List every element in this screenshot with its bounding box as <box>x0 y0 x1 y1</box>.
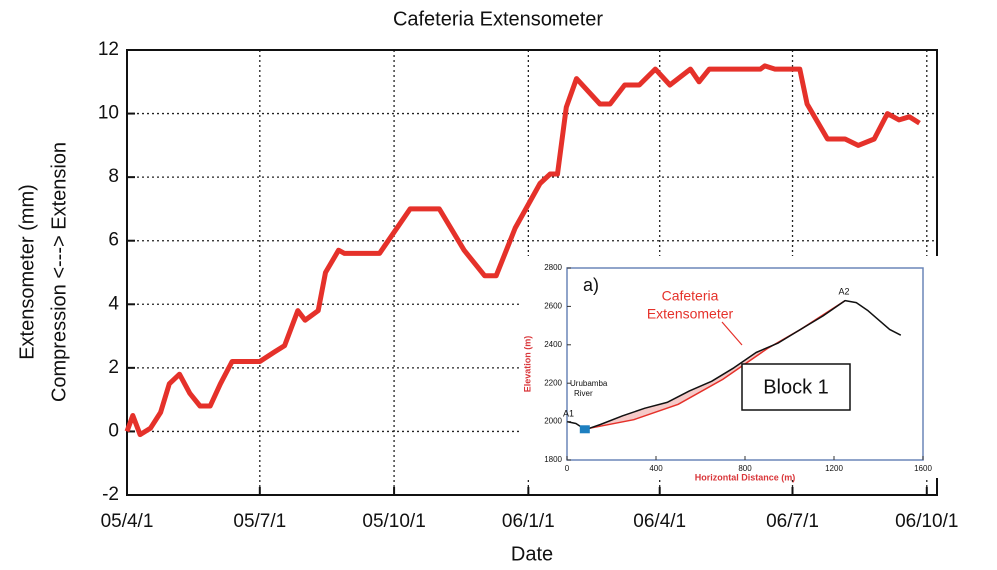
x-tick-label: 05/4/1 <box>101 511 154 532</box>
inset-x-tick-label: 1200 <box>825 464 843 473</box>
inset-y-tick-label: 1800 <box>544 455 562 464</box>
inset-y-label: Elevation (m) <box>522 336 532 393</box>
x-tick-label: 06/10/1 <box>895 511 958 532</box>
inset-x-tick-label: 1600 <box>914 464 932 473</box>
y-tick-label: -2 <box>102 484 119 505</box>
inset-y-tick-label: 2200 <box>544 378 562 387</box>
chart: Cafeteria Extensometer -2 0 2 4 6 8 10 12 05/4/1 0… <box>0 0 997 570</box>
y-tick-label: 0 <box>108 420 119 441</box>
inset-y-tick-label: 2000 <box>544 417 562 426</box>
x-tick-label: 05/7/1 <box>233 511 286 532</box>
y-axis-label: Compression <---> Extension <box>48 142 70 402</box>
annotation: Extensometer <box>647 306 734 322</box>
x-tick-label: 06/7/1 <box>766 511 819 532</box>
river-marker <box>580 425 590 433</box>
inset-y-tick-label: 2400 <box>544 340 562 349</box>
y-tick-label: 2 <box>108 357 119 378</box>
annotation: Block 1 <box>763 376 829 398</box>
inset-x-tick-label: 0 <box>565 464 570 473</box>
y-tick-label: 12 <box>98 39 119 60</box>
x-tick-label: 06/1/1 <box>502 511 555 532</box>
inset-x-tick-label: 400 <box>649 464 663 473</box>
annotation: River <box>574 389 593 398</box>
chart-title: Cafeteria Extensometer <box>393 8 603 30</box>
inset-x-label: Horizontal Distance (m) <box>695 472 796 482</box>
annotation: a) <box>583 275 599 295</box>
x-tick-label: 06/4/1 <box>633 511 686 532</box>
inset-y-tick-label: 2600 <box>544 302 562 311</box>
y-axis-label: Extensometer (mm) <box>16 184 38 360</box>
x-tick-label: 05/10/1 <box>362 511 425 532</box>
annotation: A2 <box>838 286 849 296</box>
annotation: A1 <box>563 408 574 418</box>
y-tick-label: 10 <box>98 103 119 124</box>
y-tick-label: 8 <box>108 166 119 187</box>
annotation: Urubamba <box>570 379 608 388</box>
y-tick-label: 4 <box>108 293 119 314</box>
y-tick-label: 6 <box>108 230 119 251</box>
x-axis-label: Date <box>511 543 553 565</box>
annotation: Cafeteria <box>662 288 719 304</box>
inset-y-tick-label: 2800 <box>544 263 562 272</box>
